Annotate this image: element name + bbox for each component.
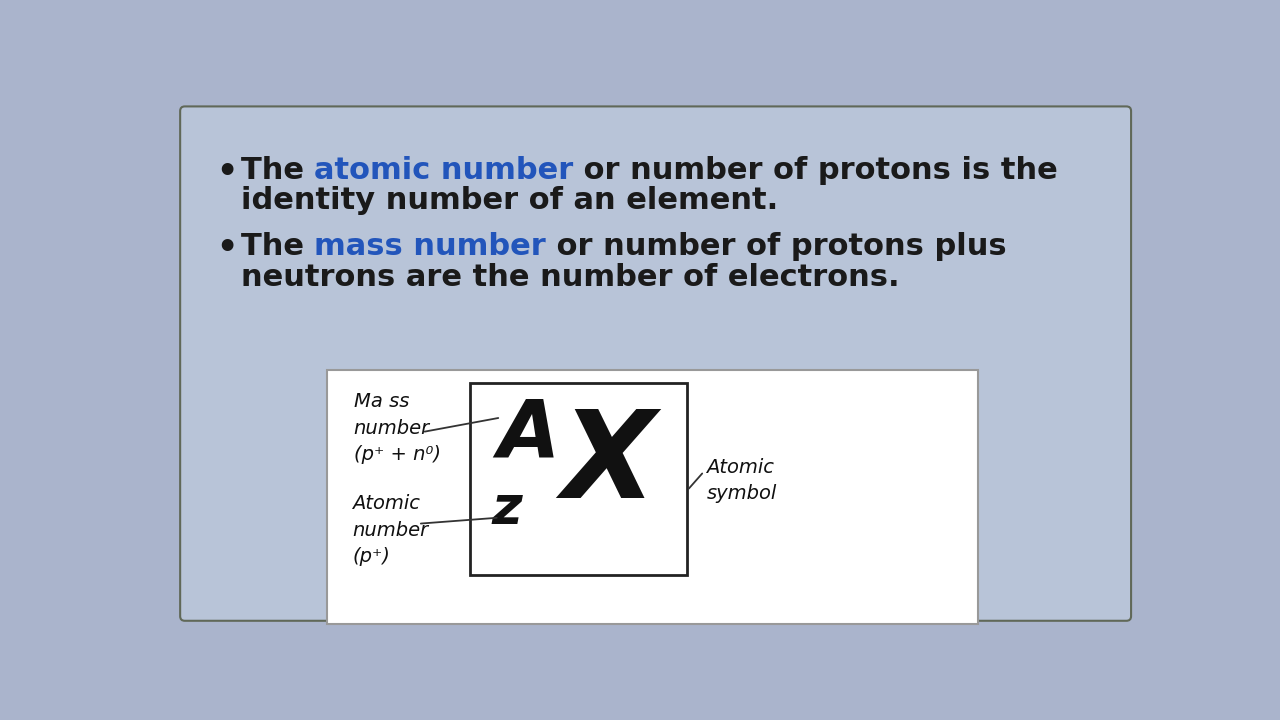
Text: The: The <box>241 232 314 261</box>
FancyBboxPatch shape <box>470 383 687 575</box>
Text: Atomic
number
(p⁺): Atomic number (p⁺) <box>352 495 429 567</box>
Text: •: • <box>216 232 237 265</box>
Text: z: z <box>492 483 522 535</box>
Text: X: X <box>562 406 655 523</box>
Text: or number of protons plus: or number of protons plus <box>547 232 1006 261</box>
Text: identity number of an element.: identity number of an element. <box>241 186 778 215</box>
Text: atomic number: atomic number <box>314 156 573 185</box>
Text: Atomic
symbol: Atomic symbol <box>707 457 777 503</box>
Text: The: The <box>241 156 314 185</box>
FancyBboxPatch shape <box>326 370 978 624</box>
Text: or number of protons is the: or number of protons is the <box>573 156 1059 185</box>
Text: mass number: mass number <box>314 232 547 261</box>
Text: •: • <box>216 156 237 189</box>
Text: A: A <box>497 397 559 474</box>
FancyBboxPatch shape <box>180 107 1132 621</box>
Text: Ma ss
number
(p⁺ + n⁰): Ma ss number (p⁺ + n⁰) <box>353 392 440 464</box>
Text: neutrons are the number of electrons.: neutrons are the number of electrons. <box>241 263 900 292</box>
